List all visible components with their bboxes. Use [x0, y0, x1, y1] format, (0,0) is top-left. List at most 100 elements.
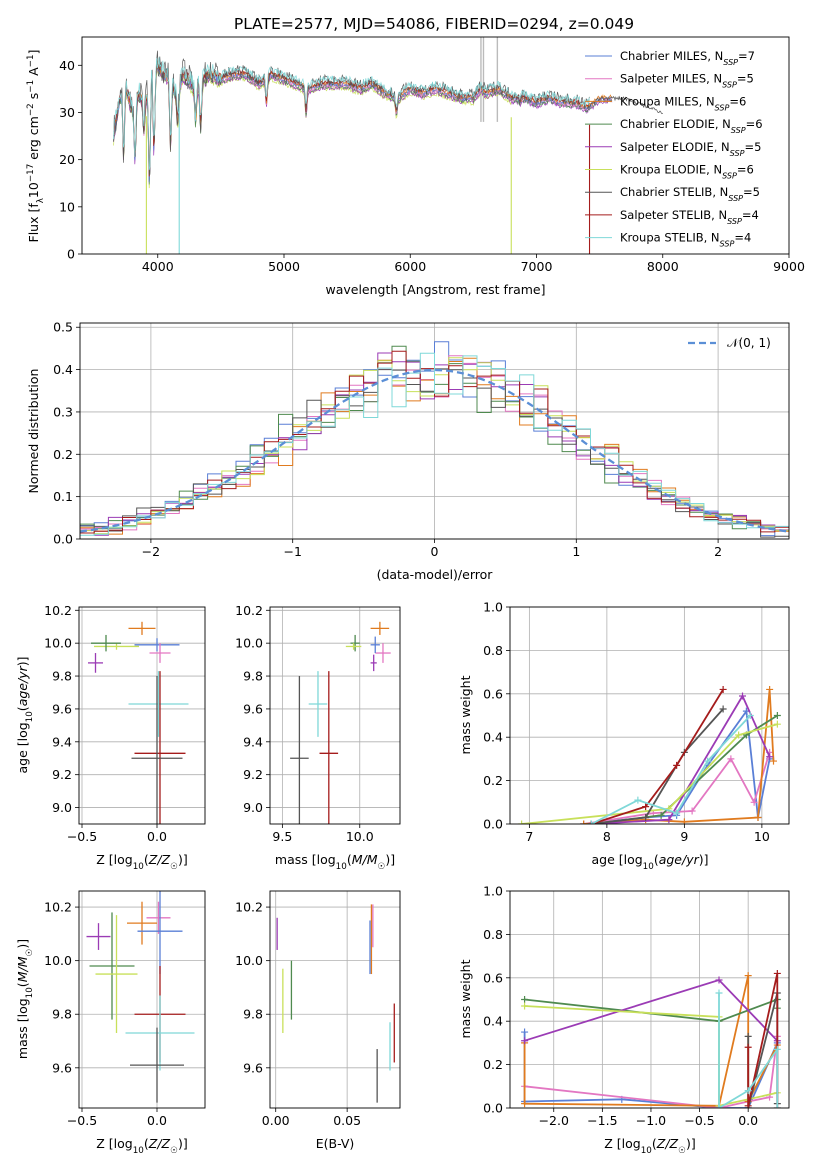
ticks-mass-vs-Z: −0.5 0.0 9.6 9.8 10.0 10.2 — [44, 900, 167, 1128]
mass-weight-line-kroupa_miles — [583, 689, 775, 824]
x-tick-label: −1.0 — [636, 1113, 666, 1128]
mass-weight-marker-kroupa_miles — [754, 813, 762, 821]
ticks-age-vs-Z: −0.5 0.0 9.0 9.2 9.4 9.6 9.8 10.0 10.2 — [44, 603, 167, 844]
mass-weight-marker-kroupa_stelib — [673, 809, 681, 817]
y-tick-label: 9.2 — [243, 767, 263, 782]
mass-weight-marker-kroupa_elodie — [518, 820, 526, 824]
frame-mass-vs-Z — [78, 890, 206, 1109]
mass-weight-marker-kroupa_elodie — [521, 1002, 529, 1010]
grid-age-vs-mass — [270, 607, 400, 824]
plot-area-age-vs-Z — [88, 621, 189, 824]
x-tick-label: 9000 — [773, 259, 805, 274]
axes-mw-vs-Z: −2.0 −1.5 −1.0 −0.5 0.0 0.0 0.2 0.4 0.6 0.8 1.0 mas… — [458, 884, 790, 1156]
axes-spectrum: 4000 5000 6000 7000 8000 9000 0 10 20 30 40 Flux [f… — [26, 36, 805, 297]
ticks-spectrum: 4000 5000 6000 7000 8000 9000 0 10 20 30 40 — [59, 58, 805, 274]
y-tick-label: 9.0 — [52, 800, 72, 815]
mass-weight-marker-salpeter_elodie — [715, 976, 723, 984]
x-axis-label: wavelength [Angstrom, rest frame] — [325, 282, 545, 297]
y-tick-label: 20 — [59, 152, 75, 167]
y-tick-label: 10.2 — [235, 603, 263, 618]
y-tick-label: 9.0 — [243, 800, 263, 815]
legend-residuals: 𝒩(0, 1) — [688, 336, 771, 350]
mass-weight-marker-kroupa_miles — [744, 972, 752, 980]
y-tick-label: 0.4 — [483, 730, 503, 745]
frame-spectrum — [81, 36, 790, 255]
axes-mw-vs-age: 7 8 9 10 0.0 0.2 0.4 0.6 0.8 1.0 mass weight age [l… — [458, 600, 790, 872]
y-tick-label: 0.2 — [483, 1057, 503, 1072]
mass-weight-marker-salpeter_elodie — [665, 816, 673, 824]
mass-weight-marker-chabrier_stelib — [744, 1032, 752, 1040]
axes-frame — [78, 890, 206, 1109]
y-tick-label: 0.5 — [53, 320, 73, 335]
mass-weight-marker-chabrier_elodie — [657, 811, 665, 819]
y-tick-label: 10.2 — [44, 603, 72, 618]
y-tick-label: 9.4 — [52, 734, 72, 749]
x-tick-label: 9 — [680, 829, 688, 844]
mass-weight-marker-kroupa_miles — [766, 685, 774, 693]
ticks-mw-vs-Z: −2.0 −1.5 −1.0 −0.5 0.0 0.0 0.2 0.4 0.6 0.8 1.0 — [483, 884, 758, 1129]
x-tick-label: 7 — [525, 829, 533, 844]
frame-mw-vs-age — [509, 606, 790, 825]
frame-age-vs-Z — [78, 606, 206, 825]
mass-weight-marker-kroupa_stelib — [773, 1045, 781, 1053]
y-tick-label: 0 — [67, 247, 75, 262]
axes-mass-vs-Z: −0.5 0.0 9.6 9.8 10.0 10.2 mass [log10(M/M☉)] Z… — [15, 890, 206, 1156]
x-tick-label: 8 — [603, 829, 611, 844]
legend-label: Salpeter STELIB, NSSP=4 — [620, 208, 759, 226]
x-tick-label: 0.0 — [147, 829, 167, 844]
y-tick-label: 1.0 — [483, 600, 503, 615]
x-tick-label: 10.0 — [346, 829, 374, 844]
x-axis-label: E(B-V) — [316, 1136, 355, 1151]
legend-label: Chabrier STELIB, NSSP=5 — [620, 185, 760, 203]
x-tick-label: 7000 — [521, 259, 553, 274]
mass-weight-marker-kroupa_stelib — [704, 757, 712, 765]
y-tick-label: 10.0 — [235, 636, 263, 651]
y-tick-label: 10 — [59, 199, 75, 214]
legend-label: Salpeter ELODIE, NSSP=5 — [620, 140, 761, 158]
x-tick-label: 2 — [714, 544, 722, 559]
y-tick-label: 0.6 — [483, 970, 503, 985]
y-tick-label: 0.8 — [483, 643, 503, 658]
x-tick-label: 0.0 — [738, 1113, 758, 1128]
y-axis-label: Flux [fλ10−17 erg cm−2 s−1 A−1] — [26, 50, 46, 243]
x-axis-label: Z [log10(Z/Z☉)] — [96, 852, 187, 872]
x-tick-label: 0 — [431, 544, 439, 559]
y-axis-label: Normed distribution — [26, 369, 41, 494]
plot-area-residuals — [80, 341, 789, 538]
x-axis-label: Z [log10(Z/Z☉)] — [96, 1136, 187, 1156]
histogram-kroupa_stelib — [80, 352, 789, 536]
y-tick-label: 10.0 — [44, 953, 72, 968]
x-tick-label: −0.5 — [67, 829, 97, 844]
x-tick-label: −0.5 — [67, 1113, 97, 1128]
y-tick-label: 0.6 — [483, 686, 503, 701]
ticks-residuals: −2 −1 0 1 2 0.0 0.1 0.2 0.3 0.4 0.5 — [53, 320, 722, 559]
mass-weight-marker-kroupa_miles — [680, 818, 688, 824]
mass-weight-line-salpeter_elodie — [591, 694, 771, 824]
mass-weight-marker-salpeter_stelib — [744, 1043, 752, 1051]
y-tick-label: 0.1 — [53, 489, 73, 504]
mass-weight-marker-chabrier_elodie — [773, 712, 781, 719]
y-tick-label: 10.2 — [44, 900, 72, 915]
x-tick-label: 0.05 — [333, 1113, 361, 1128]
spectrum-tail — [586, 95, 663, 115]
x-tick-label: −1 — [283, 544, 301, 559]
mass-weight-line-salpeter_stelib — [591, 689, 724, 824]
y-tick-label: 0.4 — [53, 362, 73, 377]
x-tick-label: −2 — [142, 544, 160, 559]
y-tick-label: 0.2 — [53, 447, 73, 462]
mass-weight-marker-kroupa_stelib — [715, 989, 723, 997]
y-tick-label: 9.8 — [243, 1007, 263, 1022]
mass-weight-marker-salpeter_elodie — [766, 753, 774, 761]
y-tick-label: 9.6 — [243, 1060, 263, 1075]
plot-area-spectrum — [113, 37, 663, 254]
legend-label: 𝒩(0, 1) — [727, 336, 771, 350]
y-axis-label: mass [log10(M/M☉)] — [15, 939, 35, 1059]
spectrum-line-kroupa_miles — [113, 60, 613, 177]
y-axis-label: age [log10(age/yr)] — [15, 656, 35, 773]
y-tick-label: 9.8 — [243, 669, 263, 684]
y-tick-label: 40 — [59, 58, 75, 73]
ticks-mass-vs-ebv: 0.00 0.05 9.6 9.8 10.0 10.2 — [235, 900, 361, 1128]
mass-weight-marker-salpeter_miles — [750, 798, 758, 806]
mass-weight-line-chabrier_stelib — [591, 708, 724, 824]
